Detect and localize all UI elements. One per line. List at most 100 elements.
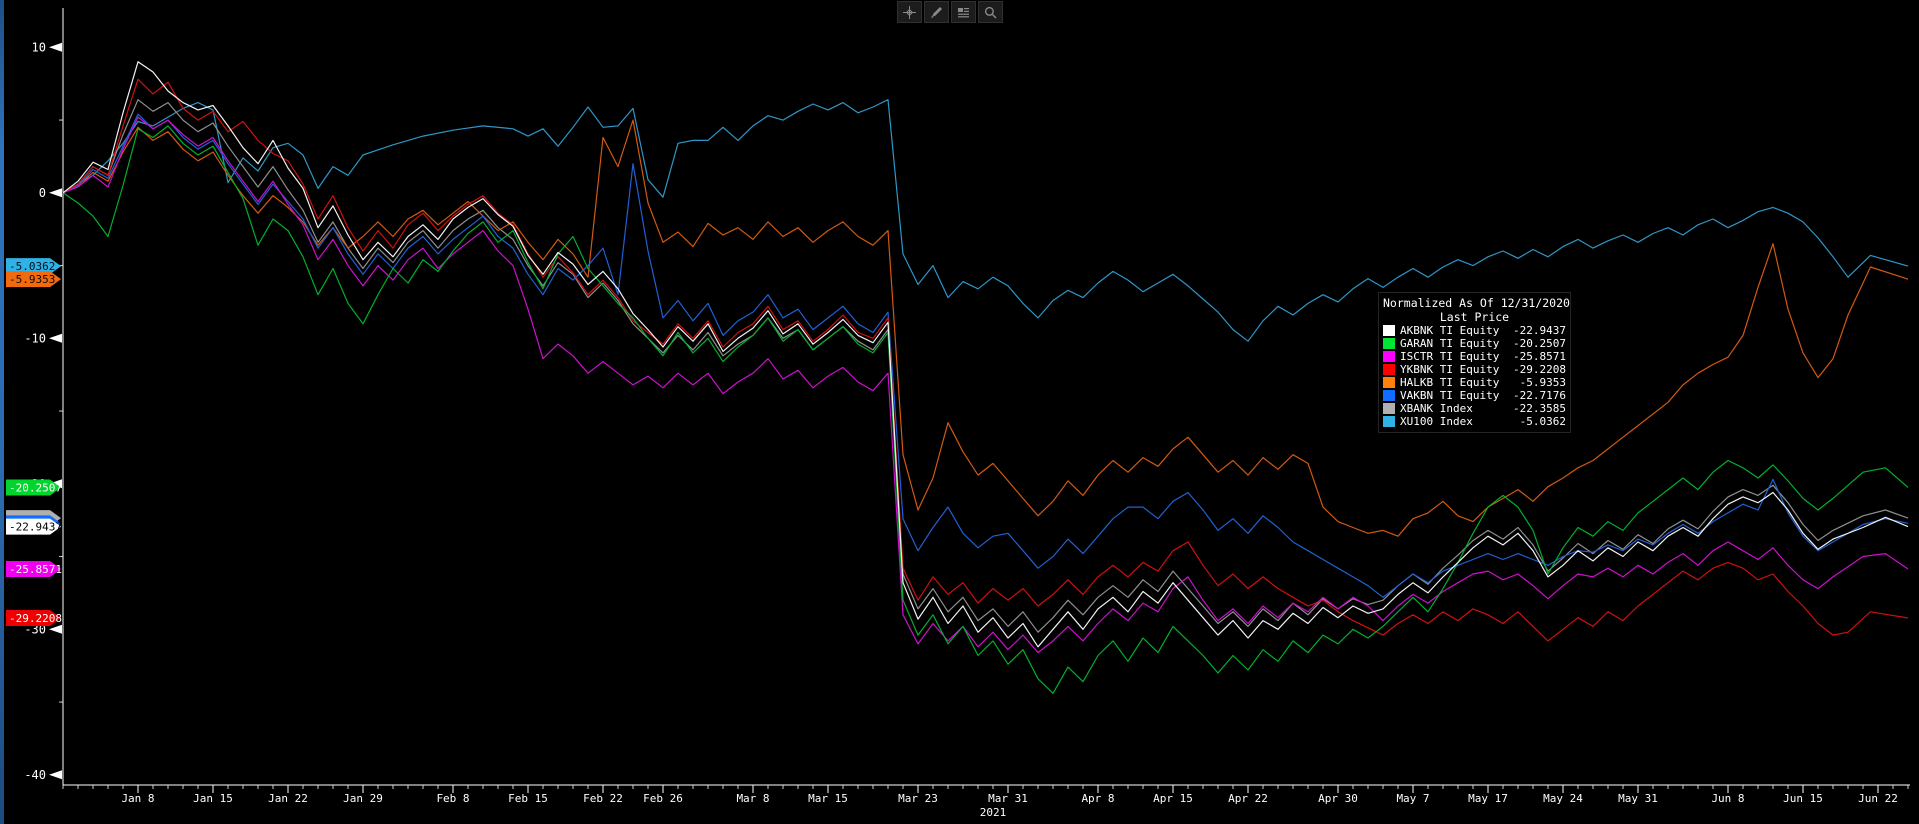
legend-series-value: -22.9437 xyxy=(1513,324,1566,337)
price-flag-isctr xyxy=(6,561,61,578)
price-flag-value: -29.2208 xyxy=(9,612,62,625)
legend-swatch-icon xyxy=(1383,403,1395,414)
y-axis-arrow-marker xyxy=(49,333,62,343)
x-axis-label: Mar 23 xyxy=(898,792,938,805)
series-line-ykbnk xyxy=(62,78,1909,642)
x-axis-label: Apr 8 xyxy=(1081,792,1114,805)
x-axis-label: May 17 xyxy=(1468,792,1508,805)
legend-series-value: -22.7176 xyxy=(1513,389,1566,402)
legend-series-value: -25.8571 xyxy=(1513,350,1566,363)
legend-subtitle: Last Price xyxy=(1439,310,1510,324)
legend-swatch-icon xyxy=(1383,338,1395,349)
x-axis-label: Jun 22 xyxy=(1858,792,1898,805)
x-axis-label: Jun 15 xyxy=(1783,792,1823,805)
legend-series-name: AKBNK TI Equity xyxy=(1400,324,1500,337)
legend-series-value: -22.3585 xyxy=(1513,402,1566,415)
zoom-tool-button[interactable] xyxy=(978,1,1003,23)
x-axis-label: Jan 22 xyxy=(268,792,308,805)
x-axis-label: Jan 29 xyxy=(343,792,383,805)
x-axis-label: Jan 8 xyxy=(121,792,154,805)
legend-series-value: -5.0362 xyxy=(1519,415,1566,428)
price-flag-value: -20.2507 xyxy=(9,481,62,494)
price-flag-garan xyxy=(6,479,61,496)
annotate-pencil-icon xyxy=(929,5,944,20)
legend-row-isctr[interactable]: ISCTR TI Equity -25.8571 xyxy=(1383,350,1566,363)
legend-row-xu100[interactable]: XU100 Index -5.0362 xyxy=(1383,415,1566,428)
legend-row-halkb[interactable]: HALKB TI Equity -5.9353 xyxy=(1383,376,1566,389)
x-axis-label: Mar 8 xyxy=(736,792,769,805)
legend-series-name: ISCTR TI Equity xyxy=(1400,350,1500,363)
y-axis-arrow-marker xyxy=(49,624,62,634)
legend-series-name: YKBNK TI Equity xyxy=(1400,363,1500,376)
annotate-tool-button[interactable] xyxy=(924,1,949,23)
legend-swatch-icon xyxy=(1383,325,1395,336)
x-axis-label: May 24 xyxy=(1543,792,1583,805)
series-line-vakbn xyxy=(62,113,1909,598)
legend-swatch-icon xyxy=(1383,351,1395,362)
x-axis-label: Feb 26 xyxy=(643,792,683,805)
legend-series-name: XU100 Index xyxy=(1400,415,1473,428)
price-flag-value: -25.8571 xyxy=(9,563,62,576)
price-flag-xu100 xyxy=(6,258,61,275)
series-line-xu100 xyxy=(62,99,1909,342)
x-axis-label: May 31 xyxy=(1618,792,1658,805)
legend-swatch-icon xyxy=(1383,364,1395,375)
chart-legend[interactable]: Normalized As Of 12/31/2020 Last Price A… xyxy=(1378,292,1571,433)
legend-series-name: XBANK Index xyxy=(1400,402,1473,415)
x-axis-label: Jan 15 xyxy=(193,792,233,805)
legend-rows: AKBNK TI Equity -22.9437 GARAN TI Equity -2… xyxy=(1383,324,1566,428)
x-axis-label: Apr 22 xyxy=(1228,792,1268,805)
x-axis-label: May 7 xyxy=(1396,792,1429,805)
y-axis-arrow-marker xyxy=(49,42,62,52)
legend-swatch-icon xyxy=(1383,377,1395,388)
price-flag-halkb xyxy=(6,271,61,288)
legend-series-value: -20.2507 xyxy=(1513,337,1566,350)
price-flag-value: -22.9437 xyxy=(9,521,62,534)
series-line-isctr xyxy=(62,116,1909,654)
legend-swatch-icon xyxy=(1383,416,1395,427)
legend-row-akbnk[interactable]: AKBNK TI Equity -22.9437 xyxy=(1383,324,1566,337)
x-axis-label: Apr 15 xyxy=(1153,792,1193,805)
legend-series-value: -29.2208 xyxy=(1513,363,1566,376)
series-line-garan xyxy=(62,125,1909,694)
legend-row-xbank[interactable]: XBANK Index -22.3585 xyxy=(1383,402,1566,415)
legend-row-vakbn[interactable]: VAKBN TI Equity -22.7176 xyxy=(1383,389,1566,402)
news-panel-button[interactable] xyxy=(951,1,976,23)
series-line-xbank xyxy=(62,99,1909,633)
zoom-magnifier-icon xyxy=(983,5,998,20)
x-axis-label: Apr 30 xyxy=(1318,792,1358,805)
legend-series-value: -5.9353 xyxy=(1519,376,1566,389)
window-left-border xyxy=(0,0,4,824)
y-axis-label: 0 xyxy=(39,186,46,200)
crosshair-icon xyxy=(902,5,917,20)
legend-series-name: GARAN TI Equity xyxy=(1400,337,1500,350)
x-axis-label: Mar 15 xyxy=(808,792,848,805)
crosshair-tool-button[interactable] xyxy=(897,1,922,23)
price-flag-value: -5.0362 xyxy=(9,260,55,273)
x-axis-label: Feb 8 xyxy=(436,792,469,805)
legend-swatch-icon xyxy=(1383,390,1395,401)
x-axis-label: Feb 15 xyxy=(508,792,548,805)
legend-row-garan[interactable]: GARAN TI Equity -20.2507 xyxy=(1383,337,1566,350)
price-flag-value: -5.9353 xyxy=(9,273,55,286)
y-axis-label: -10 xyxy=(24,331,46,345)
y-axis-label: 10 xyxy=(32,40,46,54)
y-axis-arrow-marker xyxy=(49,770,62,780)
x-axis-label: Mar 31 xyxy=(988,792,1028,805)
x-axis-year-label: 2021 xyxy=(980,806,1007,819)
legend-series-name: VAKBN TI Equity xyxy=(1400,389,1500,402)
legend-row-ykbnk[interactable]: YKBNK TI Equity -29.2208 xyxy=(1383,363,1566,376)
series-line-akbnk xyxy=(62,61,1909,648)
price-flag-akbnk xyxy=(6,518,61,535)
news-panel-icon xyxy=(956,5,971,20)
series-line-halkb xyxy=(62,119,1909,537)
legend-series-name: HALKB TI Equity xyxy=(1400,376,1500,389)
y-axis-arrow-marker xyxy=(49,188,62,198)
x-axis-label: Feb 22 xyxy=(583,792,623,805)
y-axis-label: -40 xyxy=(24,768,46,782)
x-axis-label: Jun 8 xyxy=(1711,792,1744,805)
price-flag-ykbnk xyxy=(6,609,61,626)
legend-title: Normalized As Of 12/31/2020 xyxy=(1383,296,1570,310)
